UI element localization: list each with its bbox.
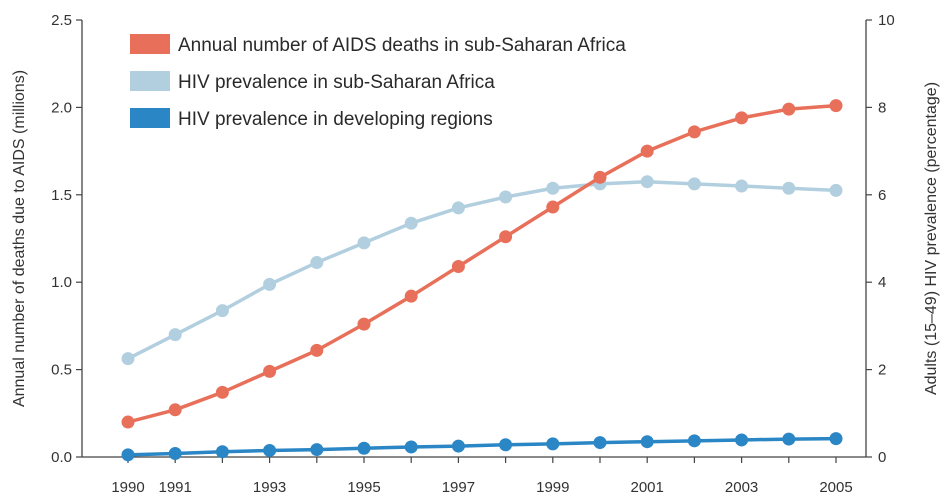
series-point (310, 256, 324, 270)
series-point (546, 437, 560, 451)
right-tick-label: 0 (878, 449, 886, 466)
series-point (263, 277, 277, 291)
series-point (593, 436, 607, 450)
series-layer (121, 99, 843, 462)
left-tick-label: 0.5 (51, 362, 72, 379)
series-point (121, 448, 135, 462)
series-point (640, 175, 654, 189)
series-1 (121, 175, 843, 366)
x-tick-label: 2005 (819, 479, 852, 496)
series-point (735, 433, 749, 447)
x-tick-label: 1995 (347, 479, 380, 496)
series-point (310, 343, 324, 357)
x-tick-label: 1990 (111, 479, 144, 496)
right-tick-label: 10 (878, 12, 895, 29)
series-point (640, 435, 654, 449)
left-tick-label: 1.5 (51, 187, 72, 204)
series-point (499, 230, 513, 244)
series-point (546, 181, 560, 195)
right-axis-title: Adults (15–49) HIV prevalence (percentag… (923, 82, 940, 395)
series-point (499, 190, 513, 204)
series-point (168, 328, 182, 342)
series-point (782, 432, 796, 446)
axes: 0.0 0.5 1.0 1.5 2.0 2.5 0 2 4 6 8 10 1990 1991 1993 199… (11, 12, 940, 496)
legend-swatch (130, 34, 170, 54)
left-tick-label: 0.0 (51, 449, 72, 466)
x-tick-label: 2003 (725, 479, 758, 496)
right-tick-label: 4 (878, 274, 886, 291)
series-point (782, 102, 796, 116)
series-point (829, 432, 843, 446)
right-tick-label: 2 (878, 362, 886, 379)
series-point (687, 125, 701, 139)
series-point (121, 352, 135, 366)
series-point (215, 385, 229, 399)
series-point (263, 364, 277, 378)
series-point (263, 443, 277, 457)
legend-label: HIV prevalence in developing regions (178, 109, 493, 130)
right-tick-label: 8 (878, 99, 886, 116)
series-point (121, 415, 135, 429)
series-point (215, 304, 229, 318)
legend-label: Annual number of AIDS deaths in sub-Saha… (178, 35, 626, 56)
x-tick-label: 1997 (442, 479, 475, 496)
series-point (404, 289, 418, 303)
series-point (357, 317, 371, 331)
series-point (357, 441, 371, 455)
legend-swatch (130, 71, 170, 91)
series-0 (121, 99, 843, 429)
series-point (310, 443, 324, 457)
series-point (687, 434, 701, 448)
series-line (127, 179, 837, 361)
left-tick-label: 2.0 (51, 99, 72, 116)
series-point (735, 111, 749, 125)
series-point (168, 403, 182, 417)
series-point (451, 201, 465, 215)
series-point (687, 177, 701, 191)
series-point (451, 439, 465, 453)
series-point (735, 179, 749, 193)
legend-label: HIV prevalence in sub-Saharan Africa (178, 72, 495, 93)
x-tick-label: 1999 (536, 479, 569, 496)
right-tick-label: 6 (878, 187, 886, 204)
series-point (829, 183, 843, 197)
series-point (215, 445, 229, 459)
series-point (168, 447, 182, 461)
series-point (640, 144, 654, 158)
legend-swatch (130, 108, 170, 128)
series-point (404, 216, 418, 230)
series-point (404, 440, 418, 454)
series-point (499, 438, 513, 452)
left-tick-label: 1.0 (51, 274, 72, 291)
series-point (593, 170, 607, 184)
series-point (357, 236, 371, 250)
left-axis-title: Annual number of deaths due to AIDS (mil… (11, 70, 28, 407)
series-point (782, 181, 796, 195)
series-line (127, 103, 837, 424)
series-point (451, 259, 465, 273)
left-tick-label: 2.5 (51, 12, 72, 29)
x-tick-label: 1993 (253, 479, 286, 496)
x-tick-label: 2001 (631, 479, 664, 496)
legend: Annual number of AIDS deaths in sub-Saha… (130, 34, 626, 130)
series-point (546, 200, 560, 214)
x-tick-label: 1991 (159, 479, 192, 496)
series-2 (121, 432, 843, 462)
series-point (829, 99, 843, 113)
series-line (127, 436, 837, 457)
